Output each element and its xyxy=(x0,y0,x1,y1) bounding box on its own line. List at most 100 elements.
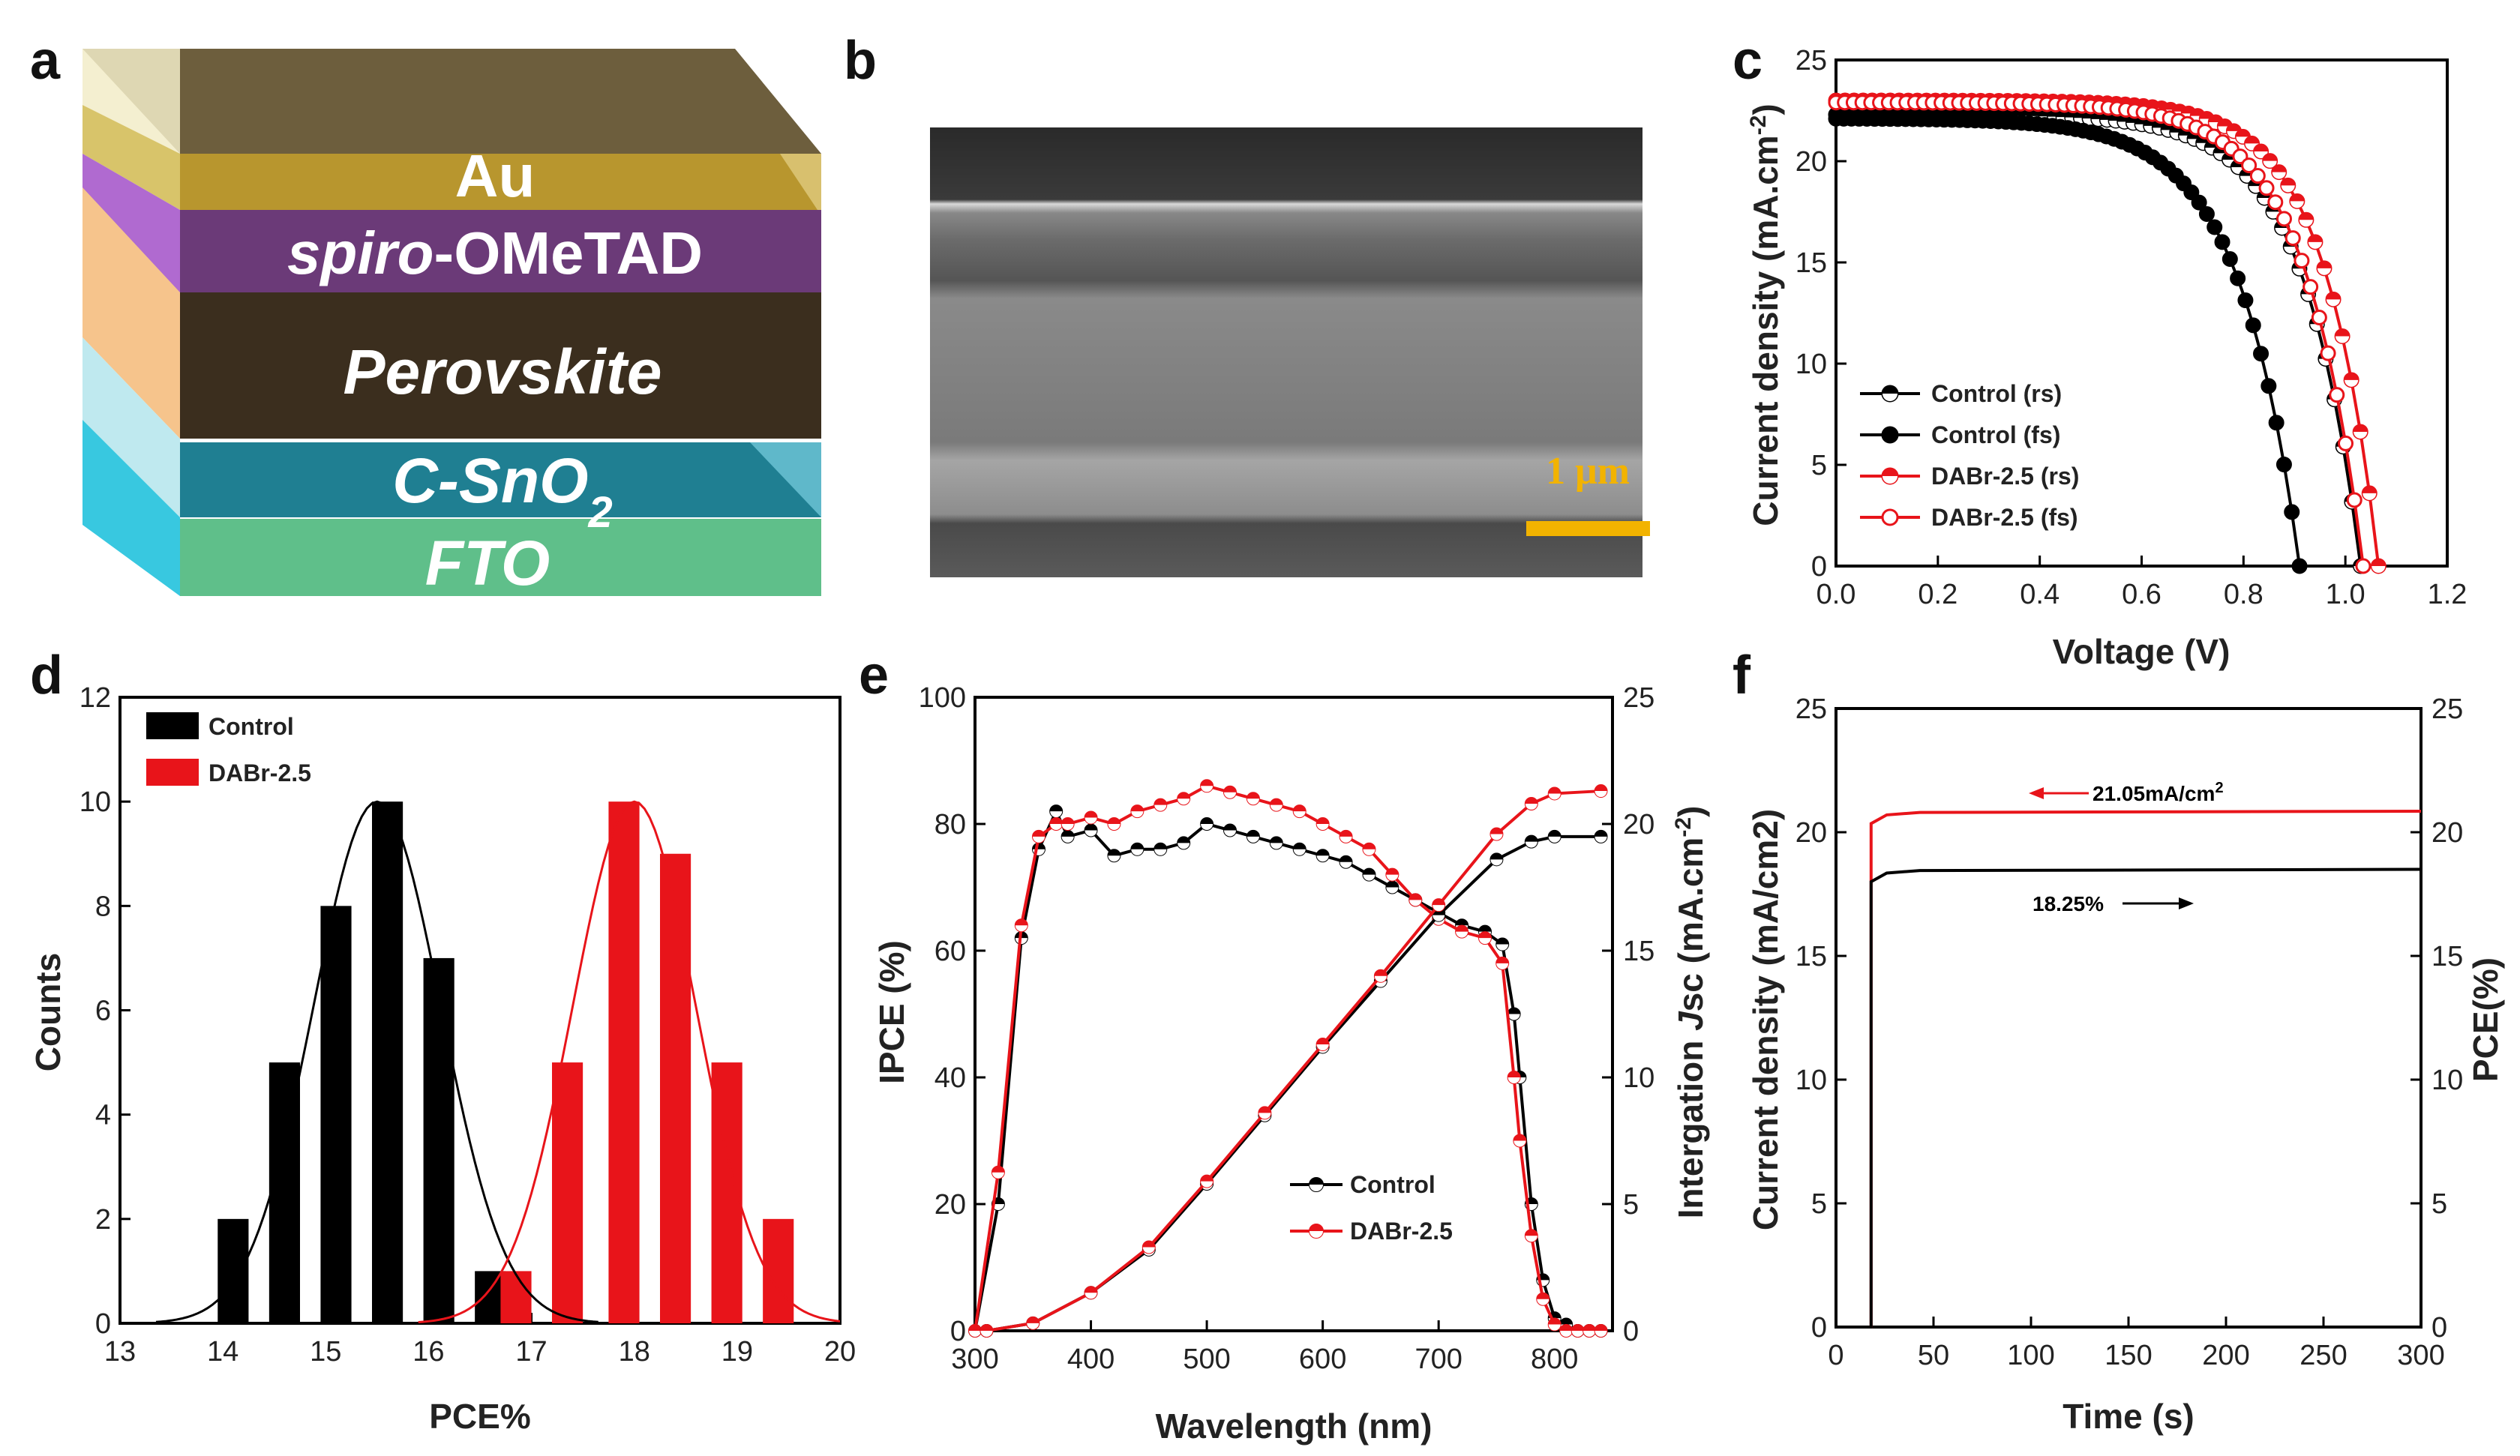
f-y2-axis-label: PCE(%) xyxy=(2466,957,2505,1082)
c-point xyxy=(2291,558,2308,574)
e-point-half xyxy=(1108,855,1120,862)
d-xtick-label: 14 xyxy=(207,1336,238,1368)
e-point-half xyxy=(1154,849,1167,855)
e-point-half xyxy=(992,1204,1004,1210)
d-bar-Control xyxy=(423,957,454,1323)
c-plot-frame xyxy=(1834,58,2449,568)
perovskite-layer xyxy=(180,292,821,439)
f-y2tick-label: 10 xyxy=(2432,1065,2463,1096)
d-xtick-label: 20 xyxy=(824,1336,856,1368)
d-ytick-label: 4 xyxy=(95,1100,111,1131)
e-point-half xyxy=(1084,1293,1097,1299)
d-xtick-label: 13 xyxy=(104,1336,136,1368)
panel-label-b: b xyxy=(844,31,877,91)
c-point xyxy=(2320,345,2336,361)
c-point-half xyxy=(2317,268,2331,275)
e-point-half xyxy=(1594,791,1607,798)
f-y2tick-label: 25 xyxy=(2432,694,2463,725)
c-point xyxy=(2241,157,2258,174)
e-point-half xyxy=(1178,798,1190,805)
e-point-half xyxy=(1293,849,1306,855)
e-y2tick-label: 25 xyxy=(1623,682,1654,714)
e-point-half xyxy=(1270,843,1282,849)
c-xtick-label: 0.6 xyxy=(2122,579,2162,610)
f-ytick-label: 20 xyxy=(1796,817,1827,849)
c-point xyxy=(2198,205,2215,222)
c-point xyxy=(2338,435,2354,451)
f-y2tick-label: 15 xyxy=(2432,941,2463,972)
e-y2-axis-label: Intergation Jsc (mA.cm-2) xyxy=(1671,806,1711,1219)
spiro-side xyxy=(82,154,180,292)
c-point xyxy=(2329,387,2345,403)
d-ytick-label: 10 xyxy=(80,786,111,818)
e-point-half xyxy=(1525,803,1538,810)
d-xtick-label: 18 xyxy=(619,1336,650,1368)
c-ytick-label: 10 xyxy=(1796,349,1827,380)
f-xtick-label: 150 xyxy=(2104,1340,2152,1371)
c-legend-label: Control (fs) xyxy=(1931,421,2060,448)
e-legend-marker-half xyxy=(1310,1185,1323,1191)
e-ytick-label: 40 xyxy=(934,1062,966,1094)
f-series-line-0 xyxy=(1836,809,2422,1329)
c-series-line-2 xyxy=(1835,99,2380,567)
d-x-axis-label: PCE% xyxy=(429,1397,530,1436)
d-ytick-label: 2 xyxy=(95,1204,111,1236)
c-point xyxy=(2294,253,2310,269)
e-point-half xyxy=(1571,1331,1584,1337)
layer-label-fto: FTO xyxy=(425,528,550,598)
e-point-half xyxy=(1224,792,1236,798)
e-jsc-line-1 xyxy=(986,789,1601,1332)
e-point-half xyxy=(1340,836,1352,843)
e-y2tick-label: 5 xyxy=(1623,1189,1639,1221)
e-point-half xyxy=(1050,824,1063,830)
f-y2tick-label: 0 xyxy=(2432,1312,2447,1344)
e-point-half xyxy=(1142,1247,1155,1254)
d-xtick-label: 15 xyxy=(310,1336,341,1368)
e-point-half xyxy=(1374,975,1387,982)
f-xtick-label: 0 xyxy=(1828,1340,1844,1371)
e-y-axis-label: IPCE (%) xyxy=(872,940,911,1084)
c-point-half xyxy=(2299,220,2313,227)
c-ytick-label: 15 xyxy=(1796,247,1827,279)
f-x-axis-label: Time (s) xyxy=(2062,1397,2194,1436)
c-point-half xyxy=(2290,201,2304,208)
stack-top-face xyxy=(82,49,821,154)
c-point xyxy=(2258,180,2275,196)
au-side xyxy=(82,105,180,210)
c-point xyxy=(2191,194,2207,211)
d-ytick-label: 0 xyxy=(95,1308,111,1340)
c-xtick-label: 1.0 xyxy=(2326,579,2366,610)
au-right xyxy=(780,154,821,210)
e-ipce-line-0 xyxy=(974,807,1601,1332)
e-point-half xyxy=(1363,849,1376,855)
e-point-half xyxy=(1537,1299,1550,1305)
e-point-half xyxy=(1201,1181,1214,1188)
e-point-half xyxy=(1386,874,1399,881)
sno2-side xyxy=(82,337,180,517)
e-point-half xyxy=(1490,859,1503,866)
c-x-axis-label: Voltage (V) xyxy=(2053,632,2230,671)
stack-top-glass xyxy=(82,49,180,154)
e-point-half xyxy=(1316,855,1329,862)
e-point-half xyxy=(1432,915,1445,921)
e-y2tick-label: 20 xyxy=(1623,809,1654,840)
d-legend-swatch xyxy=(146,759,199,786)
f-ytick-label: 15 xyxy=(1796,941,1827,972)
panel-label-c: c xyxy=(1732,31,1762,91)
e-point-half xyxy=(1363,874,1376,881)
d-fit-curve-1 xyxy=(418,800,841,1323)
layer-label-perovskite: Perovskite xyxy=(344,337,662,407)
d-bar-DABr-2.5 xyxy=(500,1271,532,1323)
d-xtick-label: 16 xyxy=(412,1336,444,1368)
c-point-half xyxy=(2292,268,2306,276)
e-xtick-label: 300 xyxy=(951,1344,998,1375)
e-legend-marker-half xyxy=(1310,1231,1323,1238)
e-point-half xyxy=(1583,1331,1596,1337)
e-point-half xyxy=(1548,1324,1561,1331)
e-point-half xyxy=(1293,811,1306,818)
f-arrowhead-pce xyxy=(2179,897,2194,909)
f-y2tick-label: 20 xyxy=(2432,817,2463,849)
fto-side xyxy=(82,420,180,596)
c-legend-label: Control (rs) xyxy=(1931,380,2062,407)
